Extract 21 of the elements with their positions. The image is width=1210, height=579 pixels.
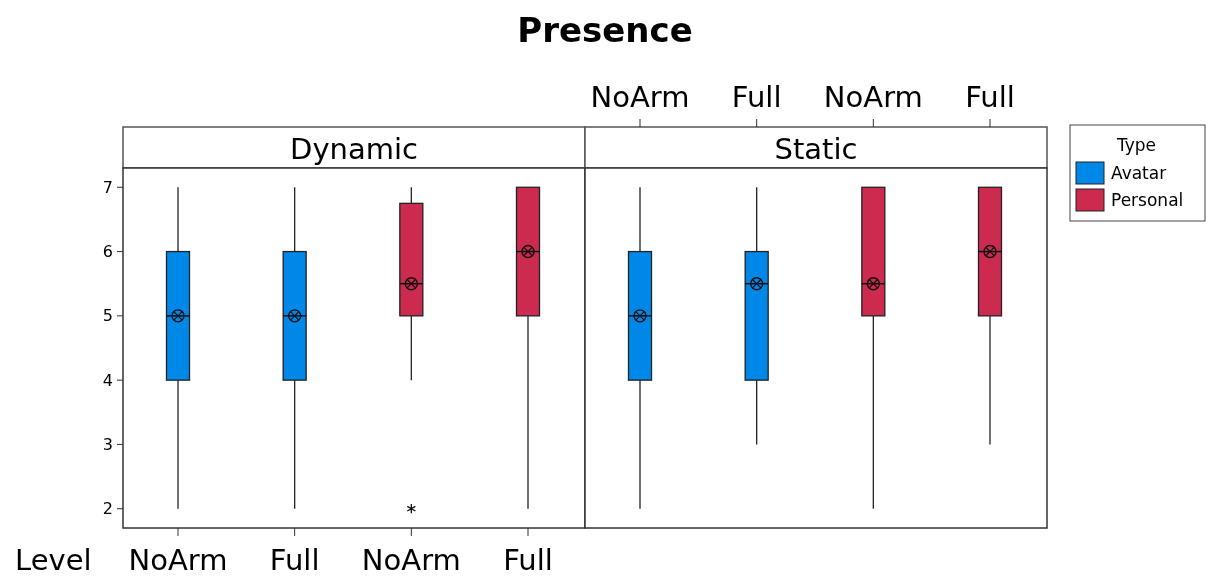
y-tick-label: 3 <box>102 435 113 455</box>
x-tick-label: NoArm <box>361 543 461 577</box>
chart-subtitle: Dynamic <box>290 132 418 166</box>
chart-title: Presence <box>517 10 693 50</box>
x-tick-label: Full <box>269 543 320 577</box>
chart-subtitle: Static <box>774 132 858 166</box>
y-tick-label: 5 <box>102 306 113 326</box>
legend-label: Avatar <box>1111 162 1167 183</box>
y-tick-label: 4 <box>102 370 113 390</box>
x-tick-label: NoArm <box>128 543 228 577</box>
x-tick-label: Full <box>503 543 553 577</box>
y-tick-label: 7 <box>102 177 113 197</box>
x-tick-label: Full <box>731 80 782 114</box>
legend-title: Type <box>1116 135 1157 155</box>
legend-label: Personal <box>1111 189 1184 210</box>
x-tick-label: NoArm <box>590 80 690 114</box>
x-tick-label: Full <box>965 80 1015 114</box>
x-axis-title: Level <box>15 543 92 577</box>
y-tick-label: 6 <box>102 242 113 262</box>
x-tick-label: NoArm <box>823 80 923 114</box>
y-tick-label: 2 <box>102 499 113 519</box>
